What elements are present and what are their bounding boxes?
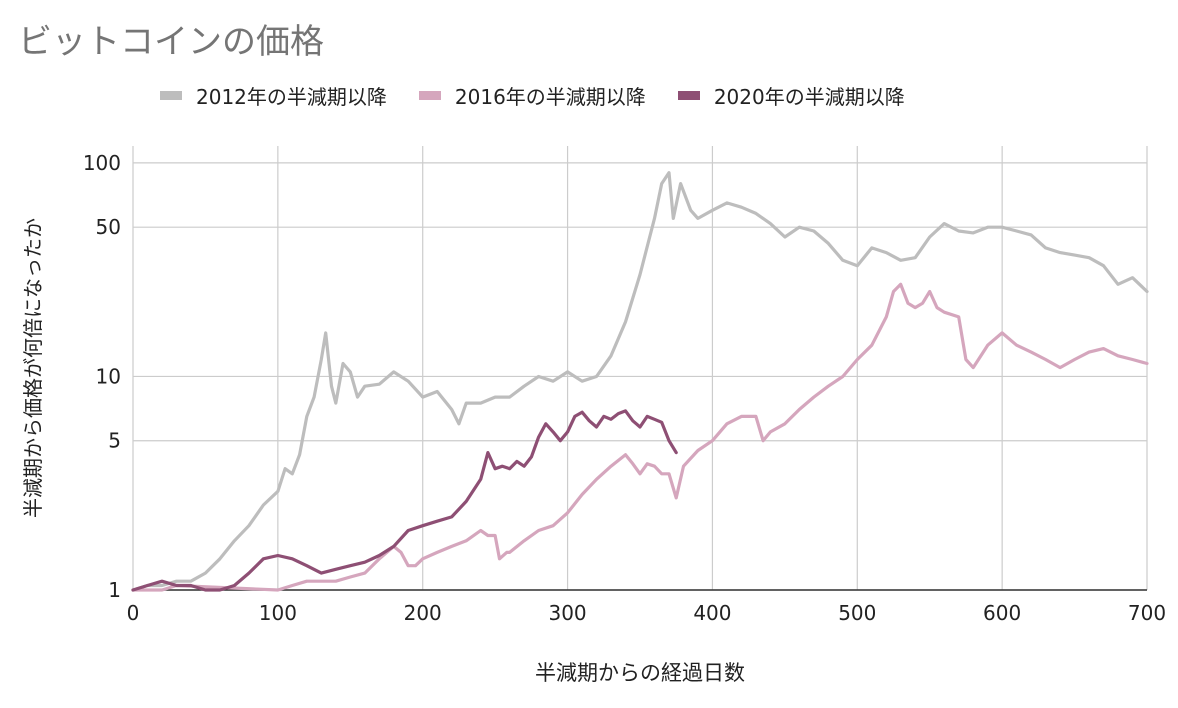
y-tick-label: 1 [108,578,121,602]
y-tick-label: 5 [108,429,121,453]
chart-legend: 2012年の半減期以降 2016年の半減期以降 2020年の半減期以降 [160,80,937,110]
x-tick-label: 600 [983,601,1021,625]
y-tick-label: 10 [96,364,121,388]
x-axis-title: 半減期からの経過日数 [535,661,745,685]
legend-item-2012: 2012年の半減期以降 [160,81,387,110]
y-axis-title: 半減期から価格が何倍になったか [21,218,45,518]
legend-label-2020: 2020年の半減期以降 [713,84,905,109]
x-tick-label: 0 [127,601,140,625]
legend-label-2012: 2012年の半減期以降 [196,84,387,109]
y-tick-label: 50 [96,215,121,239]
x-tick-label: 100 [259,601,297,625]
series-line-0 [131,171,1149,592]
legend-swatch-2020 [677,90,700,100]
legend-item-2020: 2020年の半減期以降 [677,81,905,110]
x-tick-label: 500 [838,601,876,625]
legend-swatch-2016 [418,90,441,100]
legend-label-2016: 2016年の半減期以降 [454,84,646,109]
chart-title: ビットコインの価格 [18,22,324,62]
x-tick-label: 200 [404,601,442,625]
series-line-1 [131,282,1149,592]
y-tick-label: 100 [83,151,121,175]
series-line-2 [131,409,678,592]
legend-swatch-2012 [160,90,182,100]
x-tick-label: 400 [693,601,731,625]
x-tick-label: 300 [548,601,586,625]
legend-item-2016: 2016年の半減期以降 [418,81,646,110]
x-tick-label: 700 [1128,601,1166,625]
